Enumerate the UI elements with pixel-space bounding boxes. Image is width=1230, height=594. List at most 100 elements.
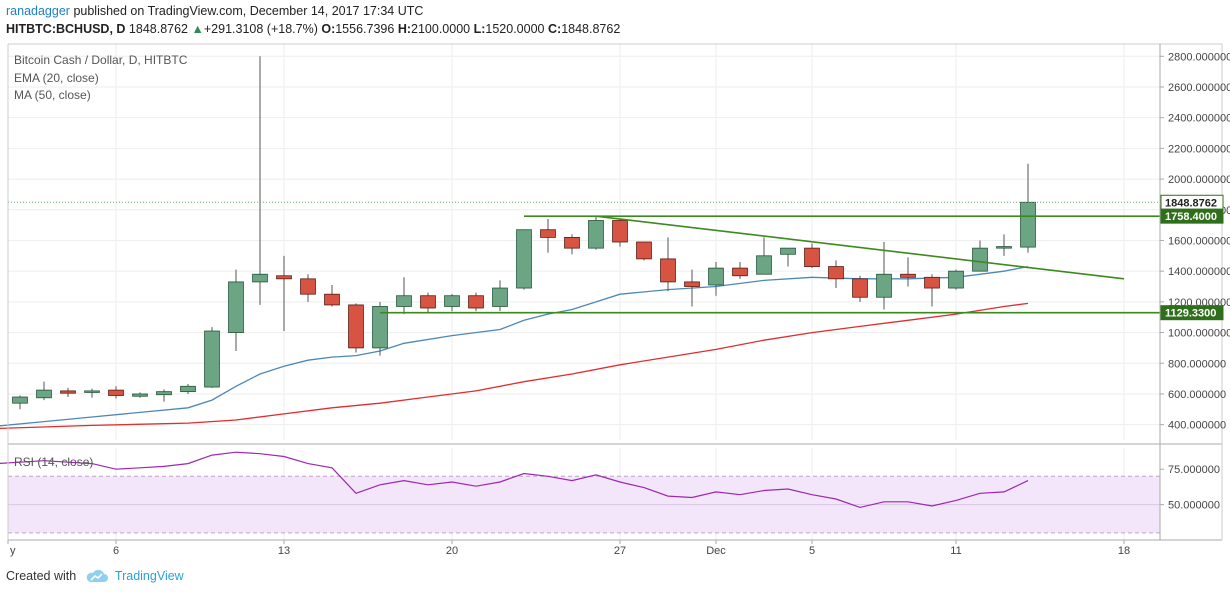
candle-body-37	[900, 273, 916, 278]
candle-body-16	[396, 295, 412, 307]
ema-20-line	[0, 265, 1029, 427]
y-axis: 400.000000 600.000000 800.000000 1000.00000…	[1160, 51, 1230, 512]
candle-3	[84, 388, 100, 398]
candle-body-9	[228, 281, 244, 333]
price-label-text-0: 1848.8762	[1165, 197, 1217, 209]
candle-body-11	[276, 275, 292, 280]
trendline-2	[595, 215, 1125, 280]
candle-body-22	[540, 229, 556, 238]
open-label: O:	[321, 22, 336, 36]
candle-37	[900, 257, 916, 287]
candle-body-27	[660, 258, 676, 283]
candle-32	[780, 247, 796, 267]
candle-body-26	[636, 241, 652, 260]
candle-body-33	[804, 247, 820, 267]
rsi-tick-label-1: 50.000000	[1168, 500, 1220, 512]
price-label-box-1	[1160, 208, 1224, 224]
candle-12	[300, 274, 316, 302]
candle-body-6	[156, 391, 172, 396]
tradingview-link[interactable]: TradingView	[114, 569, 184, 583]
candle-21	[516, 229, 532, 290]
x-tick-label-7: 11	[950, 545, 961, 557]
x-tick-label-5: Dec	[706, 545, 726, 557]
candle-22	[540, 218, 556, 253]
up-triangle-icon: ▲	[191, 22, 204, 36]
x-tick-label-0: y	[10, 545, 16, 557]
author-link[interactable]: ranadagger	[6, 4, 70, 18]
y-tick-label-9: 2200.000000	[1168, 143, 1230, 155]
candle-7	[180, 383, 196, 394]
candle-body-3	[84, 390, 100, 393]
frame	[7, 43, 1223, 541]
price-label-box-2	[1160, 305, 1224, 321]
x-tick-label-1: 6	[113, 545, 119, 557]
candle-41	[996, 234, 1012, 256]
candle-body-31	[756, 255, 772, 275]
candle-body-0	[12, 396, 28, 404]
candle-35	[852, 275, 868, 302]
footer: Created with TradingView	[6, 569, 184, 583]
published-text: published on TradingView.com, December 1…	[73, 4, 424, 18]
candle-42	[1020, 163, 1036, 253]
y-tick-label-6: 1600.000000	[1168, 235, 1230, 247]
price-change: +291.3108 (+18.7%)	[203, 22, 318, 36]
candle-1	[36, 381, 52, 401]
candle-30	[732, 261, 748, 279]
candle-body-10	[252, 273, 268, 283]
candle-body-41	[996, 246, 1012, 249]
trendlines	[8, 201, 1160, 314]
legend-ema: EMA (20, close)	[14, 71, 99, 85]
candle-body-24	[588, 220, 604, 249]
rsi-band	[8, 475, 1160, 534]
symbol-label: HITBTC:BCHUSD, D	[6, 22, 126, 36]
open-value: 1556.7396	[335, 22, 395, 36]
candle-body-8	[204, 330, 220, 388]
candle-9	[228, 269, 244, 351]
rsi-line	[0, 451, 1029, 509]
candle-body-32	[780, 247, 796, 255]
y-tick-label-5: 1400.000000	[1168, 266, 1230, 278]
candle-body-40	[972, 247, 988, 272]
candle-body-21	[516, 229, 532, 289]
rsi-title: RSI (14, close)	[14, 455, 93, 469]
created-with-text: Created with	[6, 569, 77, 583]
close-label: C:	[547, 22, 562, 36]
candle-23	[564, 234, 580, 255]
price-label-text-2: 1129.3300	[1165, 308, 1216, 320]
candle-body-18	[444, 295, 460, 307]
legend: Bitcoin Cash / Dollar, D, HITBTC EMA (20…	[14, 53, 188, 469]
candle-13	[324, 284, 340, 307]
ohlc-line: HITBTC:BCHUSD, D 1848.8762 ▲+291.3108 (+…	[6, 22, 620, 36]
candle-5	[132, 392, 148, 398]
tradingview-cloud-icon	[86, 569, 108, 582]
candle-25	[612, 218, 628, 247]
x-tick-label-6: 5	[809, 545, 815, 557]
grid	[7, 44, 1160, 540]
y-tick-label-12: 2800.000000	[1168, 51, 1230, 63]
candle-28	[684, 269, 700, 307]
candle-body-36	[876, 273, 892, 298]
candle-body-4	[108, 389, 124, 396]
candle-body-13	[324, 293, 340, 306]
close-value: 1848.8762	[561, 22, 621, 36]
candle-20	[492, 280, 508, 312]
candle-24	[588, 215, 604, 250]
candle-10	[252, 56, 268, 305]
x-tick-label-2: 13	[278, 545, 290, 557]
candle-6	[156, 389, 172, 402]
y-tick-label-2: 800.000000	[1168, 358, 1226, 370]
candle-body-29	[708, 267, 724, 286]
x-tick-label-4: 27	[614, 545, 626, 557]
chart-title: Bitcoin Cash / Dollar, D, HITBTC	[14, 53, 188, 67]
candle-18	[444, 294, 460, 312]
legend-ma: MA (50, close)	[14, 88, 91, 102]
price-label-0: 1848.8762	[1160, 194, 1224, 210]
candle-body-17	[420, 295, 436, 309]
candle-body-28	[684, 281, 700, 287]
candle-body-39	[948, 270, 964, 289]
candle-19	[468, 292, 484, 312]
x-tick-label-3: 20	[446, 545, 458, 557]
candle-body-2	[60, 390, 76, 394]
candle-body-35	[852, 278, 868, 298]
